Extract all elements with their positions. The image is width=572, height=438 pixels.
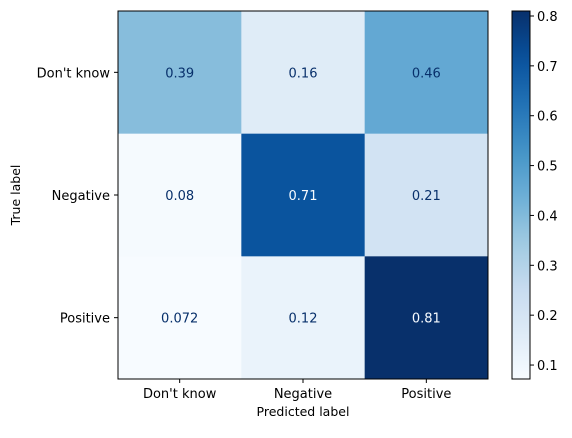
- heatmap-cell: [364, 11, 489, 135]
- cell-value-label: 0.21: [412, 189, 441, 204]
- colorbar-tick-label: 0.2: [537, 309, 558, 324]
- heatmap-cell: [118, 11, 242, 135]
- cell-value-label: 0.16: [289, 66, 318, 81]
- cell-value-label: 0.71: [289, 189, 318, 204]
- colorbar-tick-label: 0.7: [537, 60, 558, 75]
- heatmap-cell: [118, 256, 242, 380]
- x-axis-title: Predicted label: [257, 404, 350, 419]
- colorbar: [511, 10, 531, 380]
- heatmap-cells: [118, 11, 489, 380]
- cell-value-label: 0.46: [412, 66, 441, 81]
- y-axis-title: True label: [8, 165, 23, 227]
- cell-value-label: 0.39: [165, 66, 194, 81]
- x-tick-label: Positive: [401, 387, 451, 402]
- cell-value-label: 0.12: [289, 312, 318, 327]
- cell-value-label: 0.81: [412, 312, 441, 327]
- y-tick-label: Positive: [60, 312, 110, 327]
- heatmap-cell: [241, 11, 366, 135]
- colorbar-ticks: 0.1 0.2 0.3 0.4 0.5 0.6 0.7 0.8: [530, 10, 558, 374]
- cell-value-labels: 0.39 0.16 0.46 0.08 0.71 0.21 0.072 0.12 0.81: [161, 66, 441, 326]
- cell-value-label: 0.08: [165, 189, 194, 204]
- y-axis-ticks: Don't know Negative Positive: [37, 66, 118, 327]
- colorbar-tick-label: 0.1: [537, 359, 558, 374]
- cell-value-label: 0.072: [161, 312, 198, 327]
- colorbar-tick-label: 0.8: [537, 10, 558, 25]
- x-tick-label: Don't know: [143, 387, 217, 402]
- x-axis-ticks: Don't know Negative Positive: [143, 379, 451, 402]
- colorbar-tick-label: 0.4: [537, 209, 558, 224]
- y-tick-label: Don't know: [37, 66, 111, 81]
- y-tick-label: Negative: [52, 189, 110, 204]
- heatmap-cell: [364, 256, 489, 380]
- heatmap-cell: [241, 256, 366, 380]
- colorbar-tick-label: 0.5: [537, 160, 558, 175]
- heatmap-cell: [241, 133, 366, 257]
- heatmap-cell: [364, 133, 489, 257]
- heatmap-cell: [118, 133, 242, 257]
- colorbar-tick-label: 0.3: [537, 259, 558, 274]
- x-tick-label: Negative: [274, 387, 332, 402]
- colorbar-tick-label: 0.6: [537, 110, 558, 125]
